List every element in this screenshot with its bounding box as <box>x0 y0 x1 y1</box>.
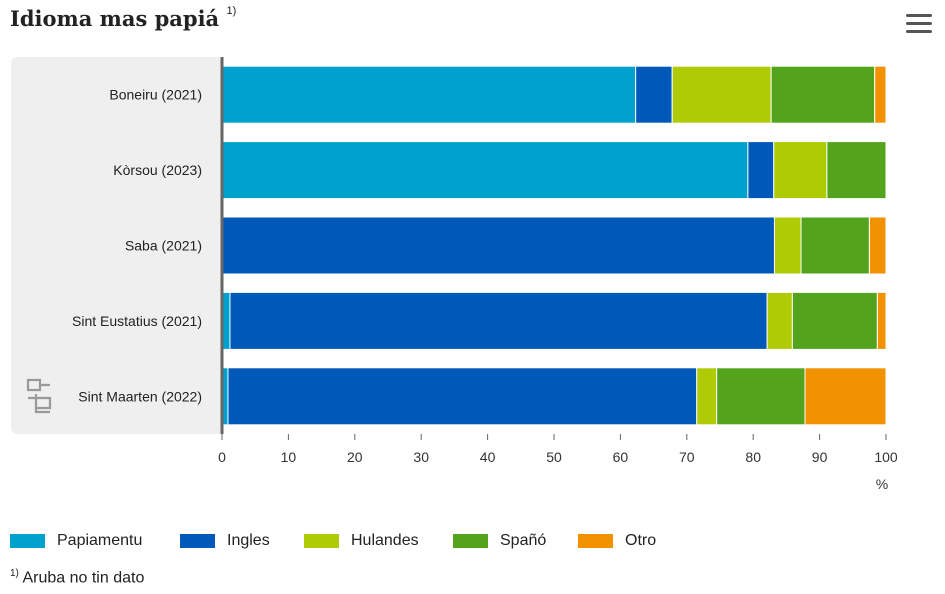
x-tick-label: 50 <box>546 449 562 465</box>
footnote: 1) Aruba no tin dato <box>10 568 144 587</box>
x-tick-label: 0 <box>218 449 226 465</box>
bar-ingles-boneiru-2021[interactable] <box>635 65 673 124</box>
bar-spano-sint-eustatius-2021[interactable] <box>791 291 878 350</box>
legend-label: Ingles <box>227 532 270 549</box>
bar-ingles-korsou-2023[interactable] <box>747 141 775 200</box>
bar-papiamentu-korsou-2023[interactable] <box>221 141 749 200</box>
legend-item-papiamentu[interactable]: Papiamentu <box>10 530 142 552</box>
category-label-sint-maarten-2022: Sint Maarten (2022) <box>78 388 202 404</box>
legend-item-otro[interactable]: Otro <box>578 530 656 552</box>
legend-label: Papiamentu <box>57 532 143 549</box>
bar-ingles-sint-eustatius-2021[interactable] <box>229 291 768 350</box>
category-label-korsou-2023: Kòrsou (2023) <box>113 162 202 178</box>
x-tick-label: 90 <box>812 449 828 465</box>
bar-otro-boneiru-2021[interactable] <box>874 65 887 124</box>
bar-otro-sint-maarten-2022[interactable] <box>804 367 887 426</box>
legend-label: Otro <box>625 532 657 549</box>
bar-hulandes-sint-eustatius-2021[interactable] <box>766 291 793 350</box>
bar-otro-sint-eustatius-2021[interactable] <box>876 291 887 350</box>
bar-spano-sint-maarten-2022[interactable] <box>716 367 806 426</box>
bar-ingles-saba-2021[interactable] <box>221 216 775 275</box>
cbs-logo-icon <box>26 378 52 414</box>
bar-hulandes-sint-maarten-2022[interactable] <box>696 367 718 426</box>
x-tick-label: 40 <box>480 449 496 465</box>
footnote-text: Aruba no tin dato <box>22 569 145 587</box>
bar-hulandes-korsou-2023[interactable] <box>773 141 828 200</box>
x-tick-label: 100 <box>874 449 898 465</box>
x-tick-label: 70 <box>679 449 695 465</box>
bar-hulandes-boneiru-2021[interactable] <box>671 65 772 124</box>
bar-spano-korsou-2023[interactable] <box>826 141 887 200</box>
x-tick-label: 60 <box>613 449 629 465</box>
legend-swatch <box>180 534 215 548</box>
bar-ingles-sint-maarten-2022[interactable] <box>227 367 698 426</box>
category-label-boneiru-2021: Boneiru (2021) <box>109 87 202 103</box>
hamburger-menu-icon[interactable] <box>906 14 932 36</box>
legend-swatch <box>453 534 488 548</box>
legend-swatch <box>304 534 339 548</box>
x-tick-label: 80 <box>745 449 761 465</box>
bar-papiamentu-boneiru-2021[interactable] <box>221 65 637 124</box>
legend-label: Spañó <box>500 532 547 549</box>
legend-swatch <box>10 534 45 548</box>
x-tick-label: 30 <box>413 449 429 465</box>
legend-swatch <box>578 534 613 548</box>
legend-item-spano[interactable]: Spañó <box>453 530 546 552</box>
legend-item-ingles[interactable]: Ingles <box>180 530 270 552</box>
bar-chart: Boneiru (2021) Kòrsou (2023) Saba (2021) Si… <box>11 57 898 492</box>
chart-title: Idioma mas papiá 1) <box>10 5 237 31</box>
bar-spano-boneiru-2021[interactable] <box>770 65 876 124</box>
x-tick-label: 10 <box>281 449 297 465</box>
bar-hulandes-saba-2021[interactable] <box>773 216 802 275</box>
title-footnote-marker: 1) <box>226 5 237 17</box>
legend-item-hulandes[interactable]: Hulandes <box>304 530 419 552</box>
bar-spano-saba-2021[interactable] <box>800 216 870 275</box>
chart-title-text: Idioma mas papiá <box>10 6 220 31</box>
bar-otro-saba-2021[interactable] <box>868 216 887 275</box>
category-label-panel <box>11 57 223 434</box>
legend-label: Hulandes <box>351 532 419 549</box>
footnote-marker: 1) <box>10 568 19 579</box>
category-label-sint-eustatius-2021: Sint Eustatius (2021) <box>72 313 202 329</box>
category-label-saba-2021: Saba (2021) <box>125 238 202 254</box>
x-axis-unit: % <box>876 476 888 492</box>
x-tick-label: 20 <box>347 449 363 465</box>
